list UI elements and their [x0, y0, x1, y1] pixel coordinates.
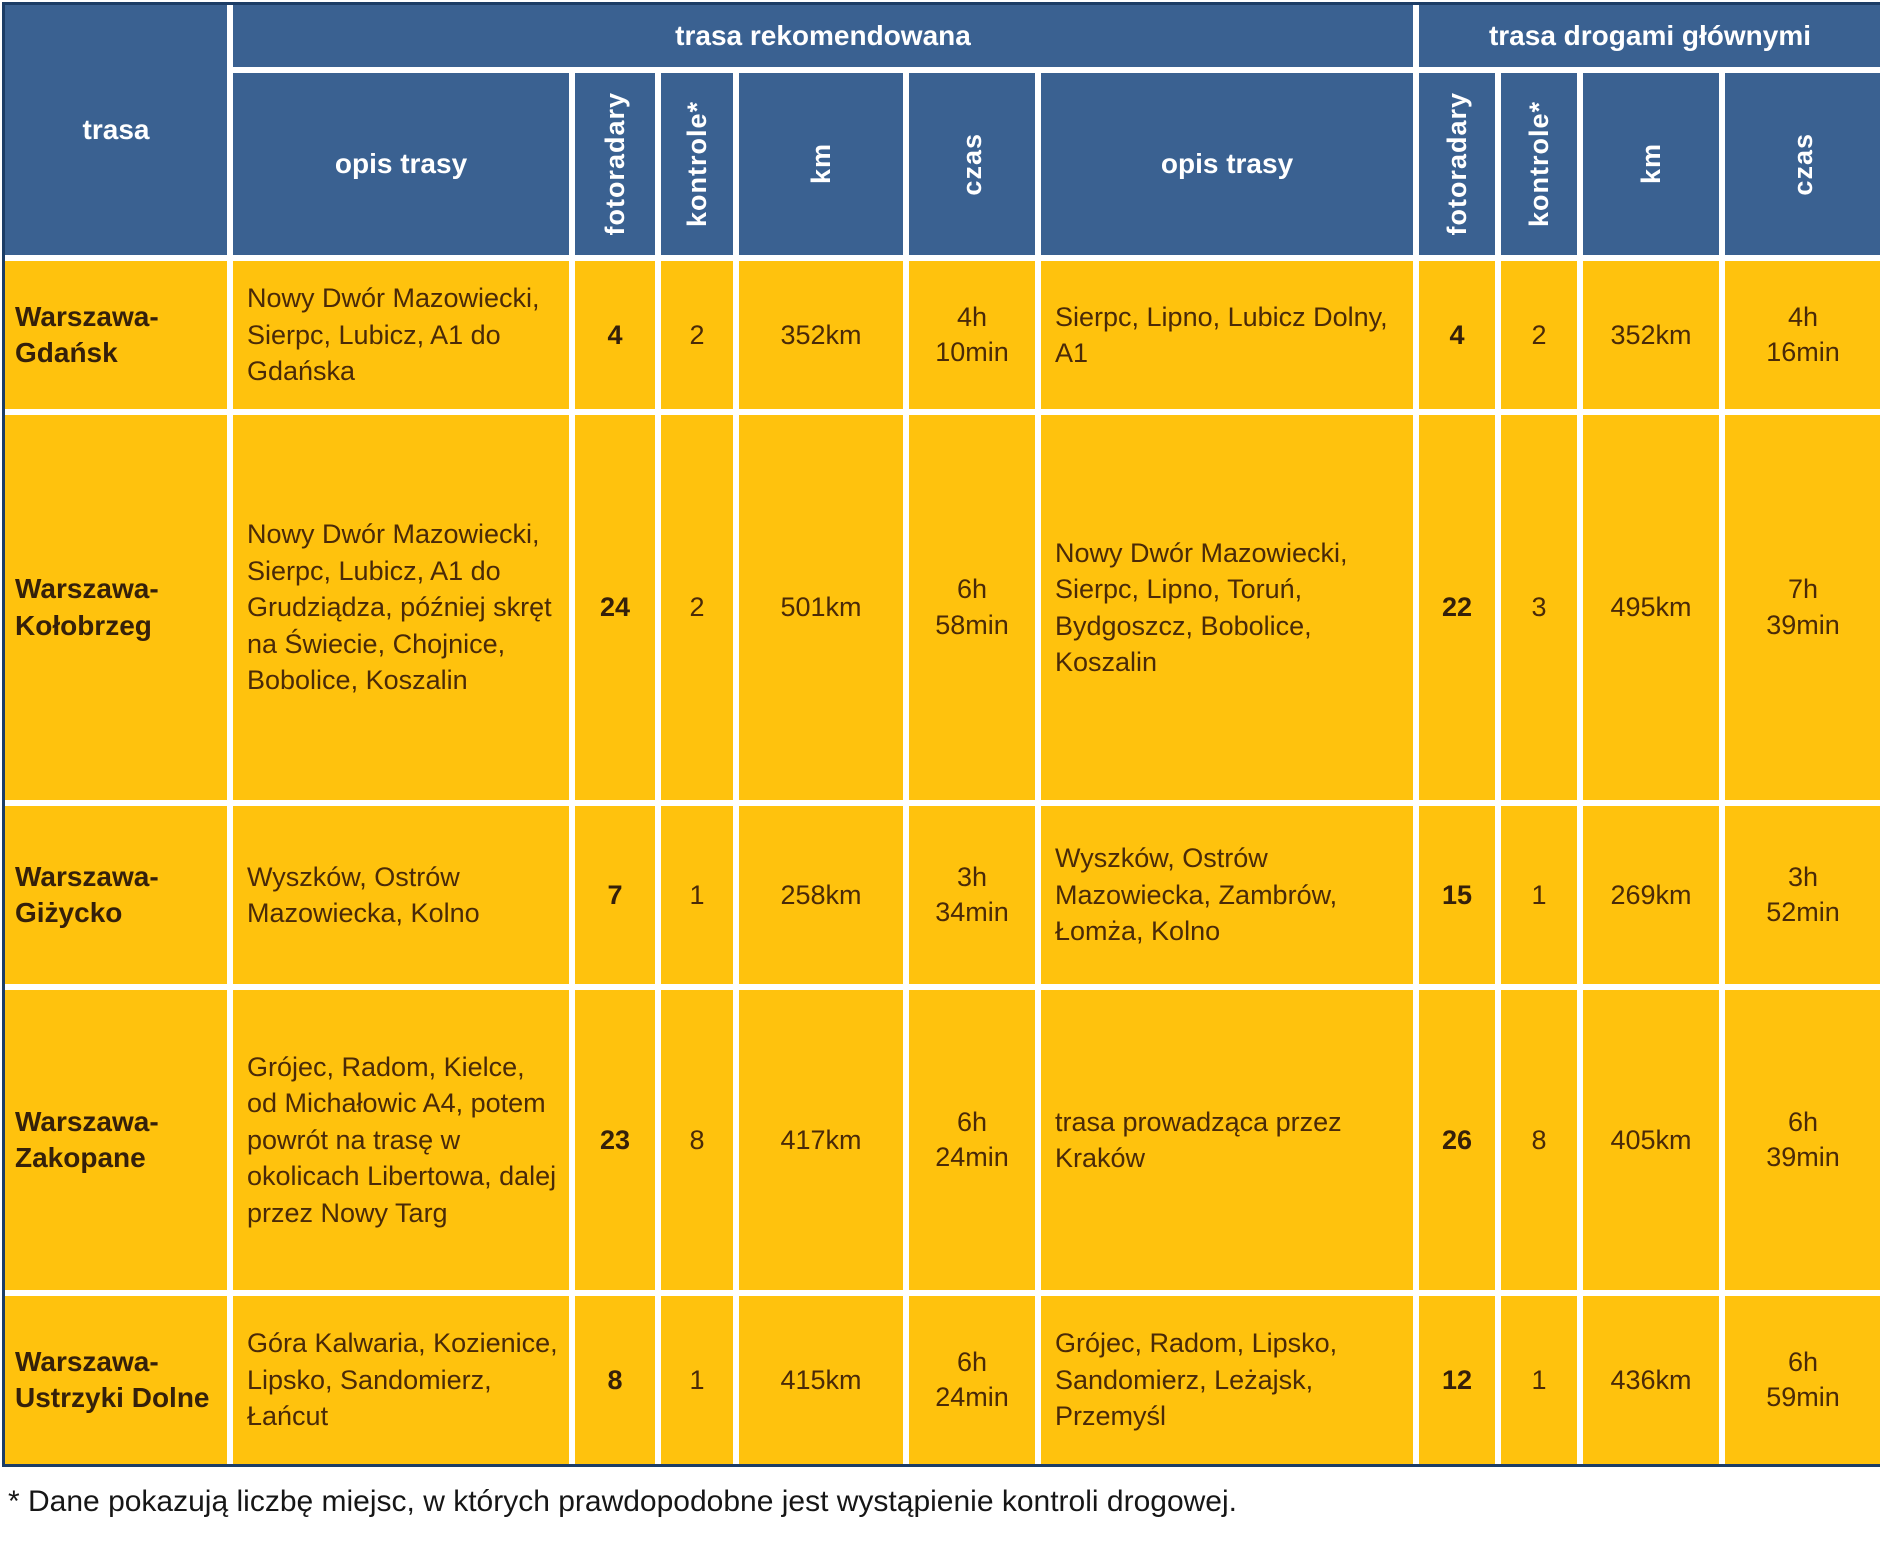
r1-rec-czas: 4h 10min	[909, 261, 1035, 409]
r1-main-km: 352km	[1583, 261, 1719, 409]
r4-rec-kontrole: 8	[661, 990, 733, 1290]
r2-main-km: 495km	[1583, 415, 1719, 800]
col-header-label: fotoradary	[599, 92, 630, 236]
routes-table: trasa trasa rekomendowana trasa drogami …	[2, 2, 1880, 1467]
col-header-label: opis trasy	[1160, 148, 1294, 179]
col-header-label: kontrole*	[1523, 100, 1554, 228]
r3-main-opis: Wyszków, Ostrów Mazowiecka, Zambrów, Łom…	[1041, 806, 1413, 984]
col-header-rec-kontrole: kontrole*	[661, 73, 733, 255]
r4-main-km: 405km	[1583, 990, 1719, 1290]
col-header-label: kontrole*	[681, 100, 712, 228]
r1-main-kontrole: 2	[1501, 261, 1577, 409]
r5-main-fotoradary: 12	[1419, 1296, 1495, 1464]
col-header-rec-czas: czas	[909, 73, 1035, 255]
r2-main-fotoradary: 22	[1419, 415, 1495, 800]
r1-rec-fotoradary: 4	[575, 261, 655, 409]
r3-main-km: 269km	[1583, 806, 1719, 984]
col-header-main-kontrole: kontrole*	[1501, 73, 1577, 255]
r1-main-fotoradary: 4	[1419, 261, 1495, 409]
r5-main-czas: 6h 59min	[1725, 1296, 1880, 1464]
col-header-main-opis-trasy: opis trasy	[1041, 73, 1413, 255]
r1-route: Warszawa-Gdańsk	[5, 261, 227, 409]
r4-rec-fotoradary: 23	[575, 990, 655, 1290]
r2-rec-opis: Nowy Dwór Mazowiecki, Sierpc, Lubicz, A1…	[233, 415, 569, 800]
header-trasa: trasa	[5, 5, 227, 255]
r2-rec-km: 501km	[739, 415, 903, 800]
r3-rec-fotoradary: 7	[575, 806, 655, 984]
r5-main-opis: Grójec, Radom, Lipsko, Sandomierz, Leżaj…	[1041, 1296, 1413, 1464]
r2-main-czas: 7h 39min	[1725, 415, 1880, 800]
r5-main-km: 436km	[1583, 1296, 1719, 1464]
r4-route: Warszawa-Zakopane	[5, 990, 227, 1290]
r4-main-opis: trasa prowadząca przez Kraków	[1041, 990, 1413, 1290]
r5-rec-opis: Góra Kalwaria, Kozienice, Lipsko, Sandom…	[233, 1296, 569, 1464]
r2-rec-czas: 6h 58min	[909, 415, 1035, 800]
r5-rec-fotoradary: 8	[575, 1296, 655, 1464]
r3-rec-opis: Wyszków, Ostrów Mazowiecka, Kolno	[233, 806, 569, 984]
r5-route: Warszawa-Ustrzyki Dolne	[5, 1296, 227, 1464]
r4-rec-czas: 6h 24min	[909, 990, 1035, 1290]
r3-main-kontrole: 1	[1501, 806, 1577, 984]
col-header-label: km	[805, 143, 836, 185]
col-header-label: opis trasy	[334, 148, 468, 179]
col-header-label: km	[1635, 143, 1666, 185]
col-header-rec-km: km	[739, 73, 903, 255]
r3-rec-kontrole: 1	[661, 806, 733, 984]
r1-main-opis: Sierpc, Lipno, Lubicz Dolny, A1	[1041, 261, 1413, 409]
col-header-rec-fotoradary: fotoradary	[575, 73, 655, 255]
r1-rec-kontrole: 2	[661, 261, 733, 409]
group-header-recommended-route: trasa rekomendowana	[233, 5, 1413, 67]
r2-rec-fotoradary: 24	[575, 415, 655, 800]
col-header-main-czas: czas	[1725, 73, 1880, 255]
r5-rec-km: 415km	[739, 1296, 903, 1464]
r5-main-kontrole: 1	[1501, 1296, 1577, 1464]
r1-rec-km: 352km	[739, 261, 903, 409]
r4-rec-km: 417km	[739, 990, 903, 1290]
r5-rec-kontrole: 1	[661, 1296, 733, 1464]
r3-rec-km: 258km	[739, 806, 903, 984]
r3-main-czas: 3h 52min	[1725, 806, 1880, 984]
col-header-rec-opis-trasy: opis trasy	[233, 73, 569, 255]
col-header-main-fotoradary: fotoradary	[1419, 73, 1495, 255]
r2-main-kontrole: 3	[1501, 415, 1577, 800]
footnote: * Dane pokazują liczbę miejsc, w których…	[8, 1485, 1237, 1518]
r5-rec-czas: 6h 24min	[909, 1296, 1035, 1464]
col-header-label: czas	[1787, 132, 1818, 196]
r2-rec-kontrole: 2	[661, 415, 733, 800]
r4-main-fotoradary: 26	[1419, 990, 1495, 1290]
group-header-main-roads-route: trasa drogami głównymi	[1419, 5, 1880, 67]
col-header-label: czas	[956, 132, 987, 196]
r2-route: Warszawa-Kołobrzeg	[5, 415, 227, 800]
r1-rec-opis: Nowy Dwór Mazowiecki, Sierpc, Lubicz, A1…	[233, 261, 569, 409]
col-header-label: fotoradary	[1441, 92, 1472, 236]
r4-rec-opis: Grójec, Radom, Kielce, od Michałowic A4,…	[233, 990, 569, 1290]
r3-main-fotoradary: 15	[1419, 806, 1495, 984]
r2-main-opis: Nowy Dwór Mazowiecki, Sierpc, Lipno, Tor…	[1041, 415, 1413, 800]
r3-rec-czas: 3h 34min	[909, 806, 1035, 984]
r4-main-czas: 6h 39min	[1725, 990, 1880, 1290]
r1-main-czas: 4h 16min	[1725, 261, 1880, 409]
r3-route: Warszawa-Giżycko	[5, 806, 227, 984]
r4-main-kontrole: 8	[1501, 990, 1577, 1290]
col-header-main-km: km	[1583, 73, 1719, 255]
